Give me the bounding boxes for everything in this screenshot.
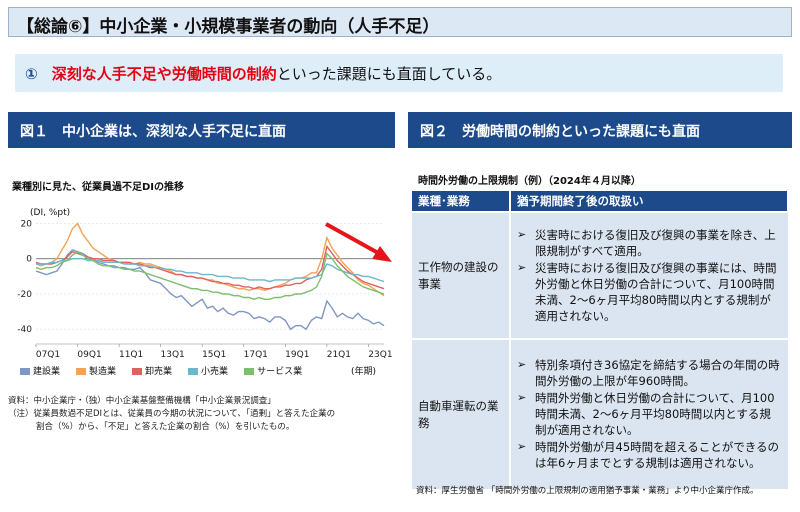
x-tick-label: 13Q1 [161,350,185,360]
legend-item: サービス業 [244,364,302,377]
figure2-source: 資料：厚生労働省 「時間外労働の上限規制の適用猶予事業・業務」より中小企業庁作成… [416,486,759,496]
x-axis-unit: (年期) [351,367,377,377]
table-row: 工作物の建設の事業 災害時における復旧及び復興の事業を除き、上限規制がすべて適用… [412,211,788,339]
list-item: 特別条項付き36協定を締結する場合の年間の時間外労働の上限が年960時間。 [517,357,782,389]
x-tick-label: 09Q1 [77,350,101,360]
list-item: 災害時における復旧及び復興の事業を除き、上限規制がすべて適用。 [517,227,782,259]
y-tick-label: 20 [21,220,33,230]
figure2-heading: 図２ 労働時間の制約といった課題にも直面 [408,112,792,148]
legend-label: サービス業 [257,367,303,377]
col-header-industry: 業種･業務 [412,191,511,212]
series-line [35,250,385,301]
legend-item: 製造業 [76,364,116,377]
legend-label: 卸売業 [145,367,173,377]
x-tick-label: 11Q1 [119,350,143,360]
legend-label: 建設業 [33,367,61,377]
legend-label: 製造業 [89,367,117,377]
x-tick-label: 17Q1 [244,350,268,360]
x-tick-label: 21Q1 [327,350,351,360]
summary-highlight: 深刻な人手不足や労働時間の制約 [51,65,277,83]
summary-rest: といった課題にも直面している。 [276,65,502,83]
list-item: 災害時における復旧及び復興の事業には、時間外労働と休日労働の合計について、月10… [517,260,782,324]
table-header-row: 業種･業務 猶予期間終了後の取扱い [412,191,789,212]
x-tick-label: 15Q1 [202,350,226,360]
series-line [36,258,385,283]
legend-swatch [132,368,143,375]
row-items: 特別条項付き36協定を締結する場合の年間の時間外労働の上限が年960時間。 時間… [510,338,788,489]
legend-item: 小売業 [188,364,228,377]
chart-legend: 建設業 製造業 卸売業 小売業 サービス業 [20,364,302,377]
legend-swatch [244,368,255,375]
chart-title: 業種別に見た、従業員過不足DIの推移 [12,182,185,193]
page-title: 【総論⑥】中小企業・小規模事業者の動向（人手不足） [8,7,792,37]
x-tick-label: 23Q1 [368,350,392,360]
y-tick-label: -20 [17,290,32,300]
col-header-treatment: 猶予期間終了後の取扱い [510,191,789,212]
series-line [35,249,385,331]
legend-item: 建設業 [20,364,60,377]
row-category: 工作物の建設の事業 [412,211,511,339]
row-category: 自動車運転の業務 [412,338,511,489]
legend-swatch [20,368,30,375]
series-line [35,244,385,290]
trend-arrow-head [372,246,392,262]
summary-number: ① [25,65,38,83]
table-row: 自動車運転の業務 特別条項付き36協定を締結する場合の年間の時間外労働の上限が年… [412,338,788,489]
figure1-heading: 図１ 中小企業は、深刻な人手不足に直面 [8,112,395,148]
series-line [35,222,385,297]
line-chart: 20 0 -20 -40 07Q1 09Q1 11Q1 13Q1 15Q1 17Q1 19Q1 21Q… [17,220,392,360]
list-item: 時間外労働が月45時間を超えることができるのは年6ヶ月までとする規制は適用されな… [517,439,782,471]
figure1-note-line1: （注）従業員数過不足DIとは、従業員の今期の状況について、「過剰」と答えた企業の [8,409,336,419]
y-tick-label: -40 [17,325,32,335]
legend-item: 卸売業 [132,364,172,377]
legend-label: 小売業 [201,367,229,377]
overtime-rules-table: 業種･業務 猶予期間終了後の取扱い 工作物の建設の事業 災害時における復旧及び復… [412,191,789,489]
legend-swatch [188,368,199,375]
table-title: 時間外労働の上限規制（例）（2024年４月以降） [418,176,641,187]
legend-swatch [76,368,87,375]
row-items: 災害時における復旧及び復興の事業を除き、上限規制がすべて適用。 災害時における復… [510,211,788,339]
summary-box: ① 深刻な人手不足や労働時間の制約といった課題にも直面している。 [15,54,783,92]
figure1-source: 資料：中小企業庁・（独）中小企業基盤整備機構「中小企業景況調査」 [8,396,276,406]
y-axis-unit: (DI, %pt) [30,208,71,218]
list-item: 時間外労働と休日労働の合計について、月100時間未満、2～6ヶ月平均80時間以内… [517,390,782,438]
trend-arrow-line [325,222,381,256]
x-tick-label: 07Q1 [36,350,60,360]
y-tick-label: 0 [26,255,32,265]
figure1-note-line2: 割合（%）から、「不足」と答えた企業の割合（%）を引いたもの。 [36,422,295,432]
x-tick-label: 19Q1 [285,350,309,360]
